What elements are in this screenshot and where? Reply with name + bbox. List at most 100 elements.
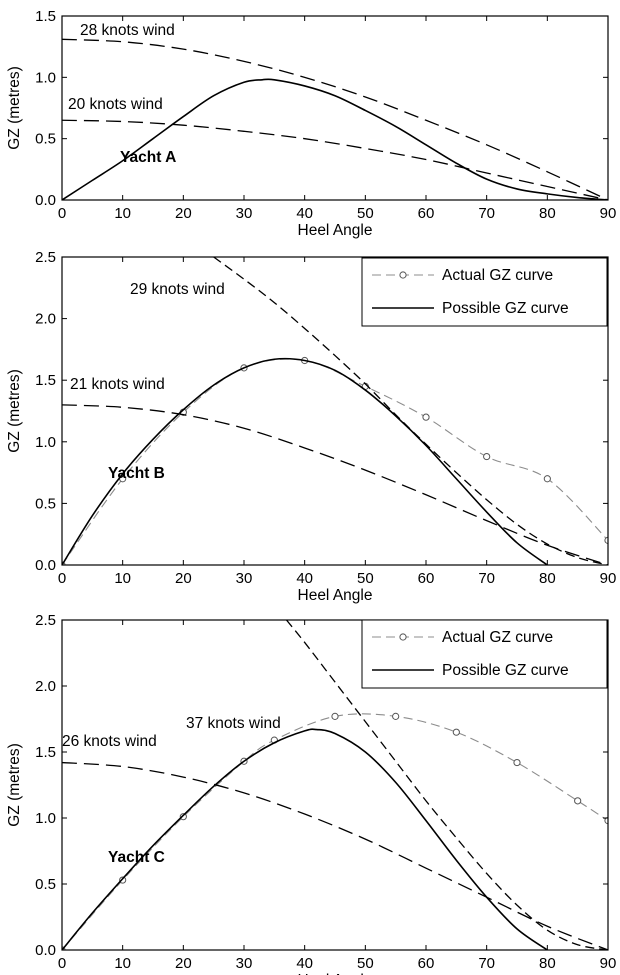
x-tick-label: 90 (600, 205, 617, 222)
x-tick-label: 30 (236, 570, 253, 587)
data-point (604, 536, 608, 544)
x-tick-label: 30 (236, 955, 253, 972)
y-tick-label: 1.0 (35, 69, 56, 86)
y-tick-label: 1.0 (35, 434, 56, 451)
x-tick-label: 60 (418, 570, 435, 587)
data-point (543, 475, 551, 483)
data-point (422, 413, 430, 421)
series-line-actual-gz-curve (62, 358, 608, 565)
legend-label: Possible GZ curve (442, 300, 569, 317)
x-tick-label: 80 (539, 955, 556, 972)
x-axis-label: Heel Angle (298, 587, 373, 604)
plot-frame (61, 619, 609, 951)
y-axis-label: GZ (metres) (6, 369, 23, 453)
series-group (62, 257, 608, 565)
legend-label: Actual GZ curve (442, 629, 553, 646)
yacht-label: Yacht A (120, 149, 176, 166)
legend: Actual GZ curve Possible GZ curve (361, 619, 608, 689)
wind-annotation: 28 knots wind (80, 22, 175, 39)
yacht-label: Yacht B (108, 465, 165, 482)
y-tick-label: 0.0 (35, 942, 56, 959)
series-line-possible-gz-curve (62, 357, 548, 565)
x-tick-label: 30 (236, 205, 253, 222)
chart-panel-3: 0 10 20 30 40 50 60 70 80 90 0.0 0.5 1.0 1.5 2.0 2.5 Hee… (6, 612, 616, 975)
legend-box (361, 257, 608, 327)
data-point (574, 797, 582, 805)
chart-panel-1: 0 10 20 30 40 50 60 70 80 90 0.0 0.5 1.0 1.5 Heel Angl… (6, 8, 616, 239)
wind-heeling-curve-3 (62, 404, 608, 565)
x-tick-label: 10 (114, 205, 131, 222)
y-axis-label: GZ (metres) (6, 743, 23, 827)
plot-frame (61, 15, 609, 201)
legend-label: Possible GZ curve (442, 662, 569, 679)
legend-box (361, 619, 608, 689)
data-point (513, 758, 521, 767)
series-group (62, 620, 608, 950)
series-line-actual-gz-curve (62, 713, 608, 950)
x-tick-label: 40 (296, 205, 313, 222)
y-tick-label: 0.5 (35, 876, 56, 893)
x-tick-label: 50 (357, 205, 374, 222)
legend-marker (399, 633, 407, 641)
x-tick-label: 0 (58, 955, 66, 972)
wind-heeling-curve-3 (62, 761, 608, 950)
y-tick-label: 2.5 (35, 612, 56, 629)
x-tick-label: 80 (539, 205, 556, 222)
wind-annotation: 26 knots wind (62, 733, 157, 750)
x-tick-label: 10 (114, 570, 131, 587)
data-point (179, 813, 187, 821)
y-tick-label: 0.0 (35, 192, 56, 209)
x-tick-label: 70 (478, 205, 495, 222)
x-tick-label: 20 (175, 955, 192, 972)
series-line-possible-gz-curve (62, 728, 548, 950)
x-tick-label: 60 (418, 205, 435, 222)
legend-marker (399, 271, 407, 279)
legend-label: Actual GZ curve (442, 267, 553, 284)
wind-heeling-curve-1 (62, 38, 608, 200)
y-tick-label: 1.5 (35, 372, 56, 389)
data-point (392, 712, 400, 720)
y-tick-label: 2.0 (35, 678, 56, 695)
y-tick-label: 0.5 (35, 495, 56, 512)
y-tick-label: 0.0 (35, 557, 56, 574)
x-axis-label: Heel Angle (298, 222, 373, 239)
y-tick-label: 1.5 (35, 744, 56, 761)
x-tick-label: 90 (600, 570, 617, 587)
y-tick-label: 1.0 (35, 810, 56, 827)
x-tick-label: 40 (296, 570, 313, 587)
data-point (483, 452, 491, 461)
wind-annotation: 21 knots wind (70, 376, 165, 393)
wind-annotation: 20 knots wind (68, 96, 163, 113)
y-tick-label: 2.5 (35, 249, 56, 266)
series-line-possible-gz-curve (62, 78, 608, 200)
x-tick-label: 70 (478, 570, 495, 587)
y-tick-label: 0.5 (35, 131, 56, 148)
x-tick-label: 0 (58, 205, 66, 222)
plot-frame (61, 256, 609, 566)
x-tick-label: 50 (357, 570, 374, 587)
y-tick-label: 1.5 (35, 8, 56, 25)
x-tick-label: 20 (175, 205, 192, 222)
x-tick-label: 90 (600, 955, 617, 972)
legend: Actual GZ curve Possible GZ curve (361, 257, 608, 327)
wind-annotation: 29 knots wind (130, 281, 225, 298)
x-tick-label: 10 (114, 955, 131, 972)
x-tick-label: 80 (539, 570, 556, 587)
wind-annotation: 37 knots wind (186, 715, 281, 732)
wind-heeling-curve-2 (285, 620, 608, 950)
x-tick-label: 0 (58, 570, 66, 587)
wind-heeling-curve-2 (62, 119, 608, 200)
chart-panel-2: 0 10 20 30 40 50 60 70 80 90 0.0 0.5 1.0 1.5 2.0 2.5 Hee… (6, 249, 616, 604)
x-axis-label: Heel Angle (298, 972, 373, 975)
data-point (331, 712, 339, 720)
data-point (452, 728, 460, 736)
x-tick-label: 70 (478, 955, 495, 972)
x-tick-label: 40 (296, 955, 313, 972)
y-axis-label: GZ (metres) (6, 66, 23, 150)
x-tick-label: 60 (418, 955, 435, 972)
series-group (62, 38, 608, 200)
x-tick-label: 20 (175, 570, 192, 587)
wind-heeling-curve-2 (213, 257, 608, 565)
yacht-label: Yacht C (108, 849, 165, 866)
